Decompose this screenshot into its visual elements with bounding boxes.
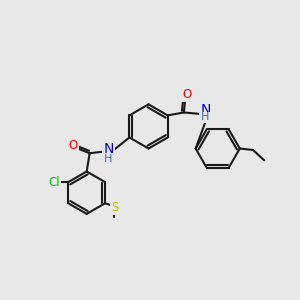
Text: N: N: [200, 103, 211, 116]
Text: Cl: Cl: [48, 176, 60, 189]
Text: N: N: [103, 142, 114, 156]
Text: H: H: [104, 154, 113, 164]
Text: H: H: [201, 112, 209, 122]
Text: O: O: [182, 88, 191, 101]
Text: S: S: [111, 201, 118, 214]
Text: O: O: [69, 140, 78, 152]
